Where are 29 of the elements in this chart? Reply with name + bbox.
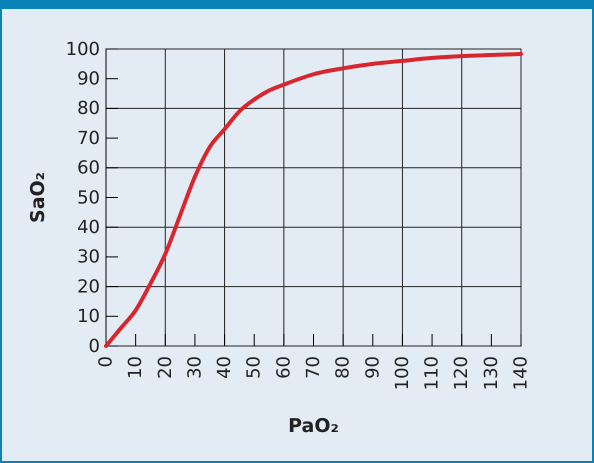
x-tick-label: 70 (303, 356, 324, 379)
y-axis-title: SaO₂ (27, 172, 49, 223)
x-tick-label: 50 (244, 356, 265, 379)
x-tick-label: 30 (184, 356, 206, 379)
x-tick-label: 60 (273, 356, 294, 379)
x-tick-label: 0 (96, 356, 116, 368)
x-tick-label: 90 (362, 356, 384, 379)
x-axis-title: PaO₂ (288, 415, 339, 437)
y-tick-label: 70 (77, 128, 100, 149)
x-tick-label: 110 (422, 356, 443, 390)
x-tick-label: 130 (480, 356, 502, 390)
x-tick-label: 140 (510, 356, 532, 390)
x-tick-label: 100 (392, 356, 413, 390)
y-tick-label: 10 (77, 306, 100, 328)
x-tick-label: 10 (125, 356, 146, 379)
x-tick-label: 120 (451, 356, 472, 390)
y-tick-label: 60 (77, 158, 100, 179)
x-tick-label: 40 (214, 356, 236, 379)
line-series (104, 52, 523, 348)
y-tick-label: 30 (77, 246, 100, 268)
y-tick-label: 100 (66, 38, 100, 60)
y-tick-label: 0 (88, 336, 100, 357)
y-tick-label: 20 (77, 276, 100, 298)
y-tick-label: 40 (77, 216, 100, 238)
y-tick-label: 50 (77, 187, 100, 208)
y-tick-label: 90 (77, 68, 100, 90)
x-tick-label: 20 (154, 356, 176, 379)
y-tick-label: 80 (77, 98, 100, 120)
x-tick-label: 80 (332, 356, 354, 379)
